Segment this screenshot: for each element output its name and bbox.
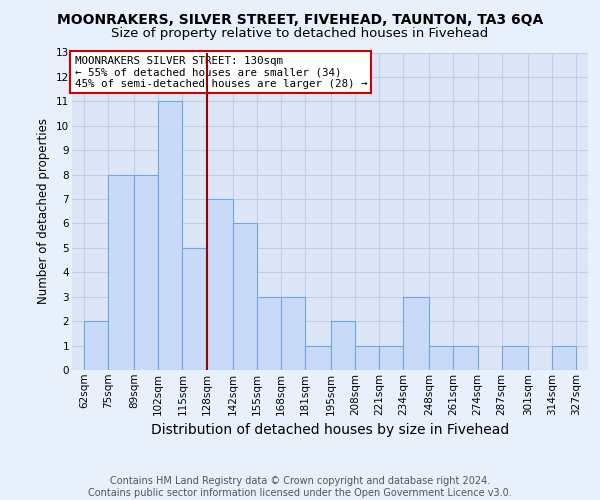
Bar — [182, 248, 206, 370]
Bar — [108, 174, 134, 370]
Bar — [206, 199, 233, 370]
Text: Contains HM Land Registry data © Crown copyright and database right 2024.
Contai: Contains HM Land Registry data © Crown c… — [88, 476, 512, 498]
Text: MOONRAKERS SILVER STREET: 130sqm
← 55% of detached houses are smaller (34)
45% o: MOONRAKERS SILVER STREET: 130sqm ← 55% o… — [74, 56, 367, 89]
Text: MOONRAKERS, SILVER STREET, FIVEHEAD, TAUNTON, TA3 6QA: MOONRAKERS, SILVER STREET, FIVEHEAD, TAU… — [57, 12, 543, 26]
Bar — [379, 346, 403, 370]
Bar — [233, 224, 257, 370]
Bar — [257, 296, 281, 370]
Bar — [502, 346, 527, 370]
Bar — [281, 296, 305, 370]
Bar — [158, 102, 182, 370]
Bar — [552, 346, 576, 370]
X-axis label: Distribution of detached houses by size in Fivehead: Distribution of detached houses by size … — [151, 423, 509, 437]
Text: Size of property relative to detached houses in Fivehead: Size of property relative to detached ho… — [112, 28, 488, 40]
Bar — [430, 346, 454, 370]
Bar — [84, 321, 108, 370]
Y-axis label: Number of detached properties: Number of detached properties — [37, 118, 50, 304]
Bar — [355, 346, 379, 370]
Bar — [134, 174, 158, 370]
Bar — [454, 346, 478, 370]
Bar — [403, 296, 430, 370]
Bar — [331, 321, 355, 370]
Bar — [305, 346, 331, 370]
